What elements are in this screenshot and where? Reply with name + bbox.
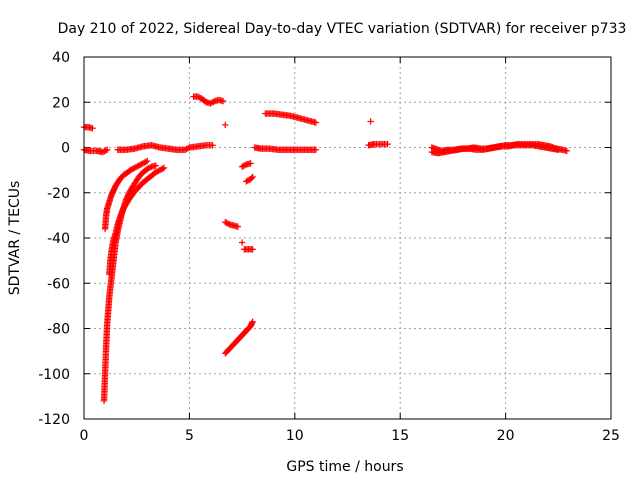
- data-point: [248, 174, 255, 182]
- y-tick-label: -40: [47, 231, 70, 247]
- data-point: [207, 100, 214, 107]
- data-point: [103, 146, 111, 153]
- data-point: [367, 118, 374, 125]
- data-point: [158, 166, 165, 173]
- data-point: [134, 163, 141, 170]
- data-point: [141, 159, 148, 166]
- data-point: [241, 162, 249, 169]
- data-point: [89, 125, 96, 132]
- data-point: [127, 166, 134, 174]
- data-point: [132, 163, 140, 171]
- data-point: [99, 148, 107, 156]
- data-point: [234, 223, 242, 230]
- x-tick-label: 15: [391, 428, 409, 444]
- y-tick-label: -120: [38, 412, 70, 428]
- data-point: [223, 219, 230, 227]
- y-tick-label: -60: [47, 276, 70, 292]
- data-point: [146, 164, 154, 171]
- data-point: [384, 140, 391, 148]
- data-point: [222, 121, 229, 129]
- data-point: [144, 165, 151, 173]
- x-tick-label: 10: [286, 428, 304, 444]
- data-point: [243, 178, 250, 185]
- data-point: [240, 162, 247, 170]
- data-point: [196, 94, 203, 101]
- data-point: [312, 146, 320, 153]
- data-point: [563, 147, 570, 155]
- data-point: [131, 164, 138, 172]
- data-point: [238, 163, 246, 170]
- points-layer: [80, 93, 570, 405]
- data-point: [137, 161, 144, 169]
- data-point: [238, 239, 246, 246]
- data-point: [181, 146, 189, 153]
- data-point: [152, 169, 159, 176]
- data-point: [156, 166, 164, 174]
- data-point: [139, 160, 147, 167]
- data-point: [208, 99, 216, 106]
- data-point: [244, 326, 251, 333]
- y-tick-label: 0: [61, 141, 70, 157]
- data-point: [155, 167, 162, 175]
- data-point: [210, 98, 217, 106]
- y-tick-label: -80: [47, 322, 70, 338]
- y-tick-label: -100: [38, 367, 70, 383]
- chart-title: Day 210 of 2022, Sidereal Day-to-day VTE…: [58, 21, 627, 37]
- data-point: [135, 162, 143, 169]
- data-point: [194, 93, 202, 100]
- data-point: [153, 168, 161, 175]
- x-tick-label: 20: [497, 428, 515, 444]
- data-point: [138, 160, 145, 168]
- data-point: [247, 160, 254, 167]
- data-point: [152, 162, 159, 169]
- y-tick-label: -20: [47, 186, 70, 202]
- data-point: [183, 145, 190, 153]
- x-axis-label: GPS time / hours: [286, 459, 403, 475]
- data-point: [245, 325, 252, 332]
- data-point: [312, 119, 320, 126]
- y-tick-label: 40: [52, 50, 70, 66]
- data-point: [209, 142, 216, 149]
- tick-layer: 0 5 10 15 20 25 -120 -100 -80 -60 -40 -20 0 20 40: [38, 50, 620, 444]
- data-point: [249, 173, 256, 181]
- data-point: [224, 220, 232, 227]
- data-point: [249, 246, 256, 253]
- x-tick-label: 0: [80, 428, 89, 444]
- data-point: [555, 146, 562, 153]
- data-point: [145, 165, 152, 172]
- x-tick-label: 25: [602, 428, 620, 444]
- data-point: [244, 177, 251, 184]
- y-axis-label: SDTVAR / TECUs: [7, 181, 23, 296]
- data-point: [144, 157, 151, 165]
- data-point: [142, 158, 150, 166]
- data-point: [160, 164, 168, 172]
- data-point: [249, 318, 256, 325]
- plot-frame: [83, 56, 612, 420]
- data-point: [101, 148, 108, 155]
- y-tick-label: 20: [52, 95, 70, 111]
- data-point: [219, 97, 227, 105]
- data-point: [128, 166, 135, 173]
- data-point: [184, 145, 192, 152]
- data-point: [102, 147, 109, 154]
- x-tick-label: 5: [185, 428, 194, 444]
- data-point: [129, 165, 137, 172]
- data-point: [222, 218, 229, 226]
- data-point: [159, 165, 166, 172]
- grid-layer: [84, 57, 611, 419]
